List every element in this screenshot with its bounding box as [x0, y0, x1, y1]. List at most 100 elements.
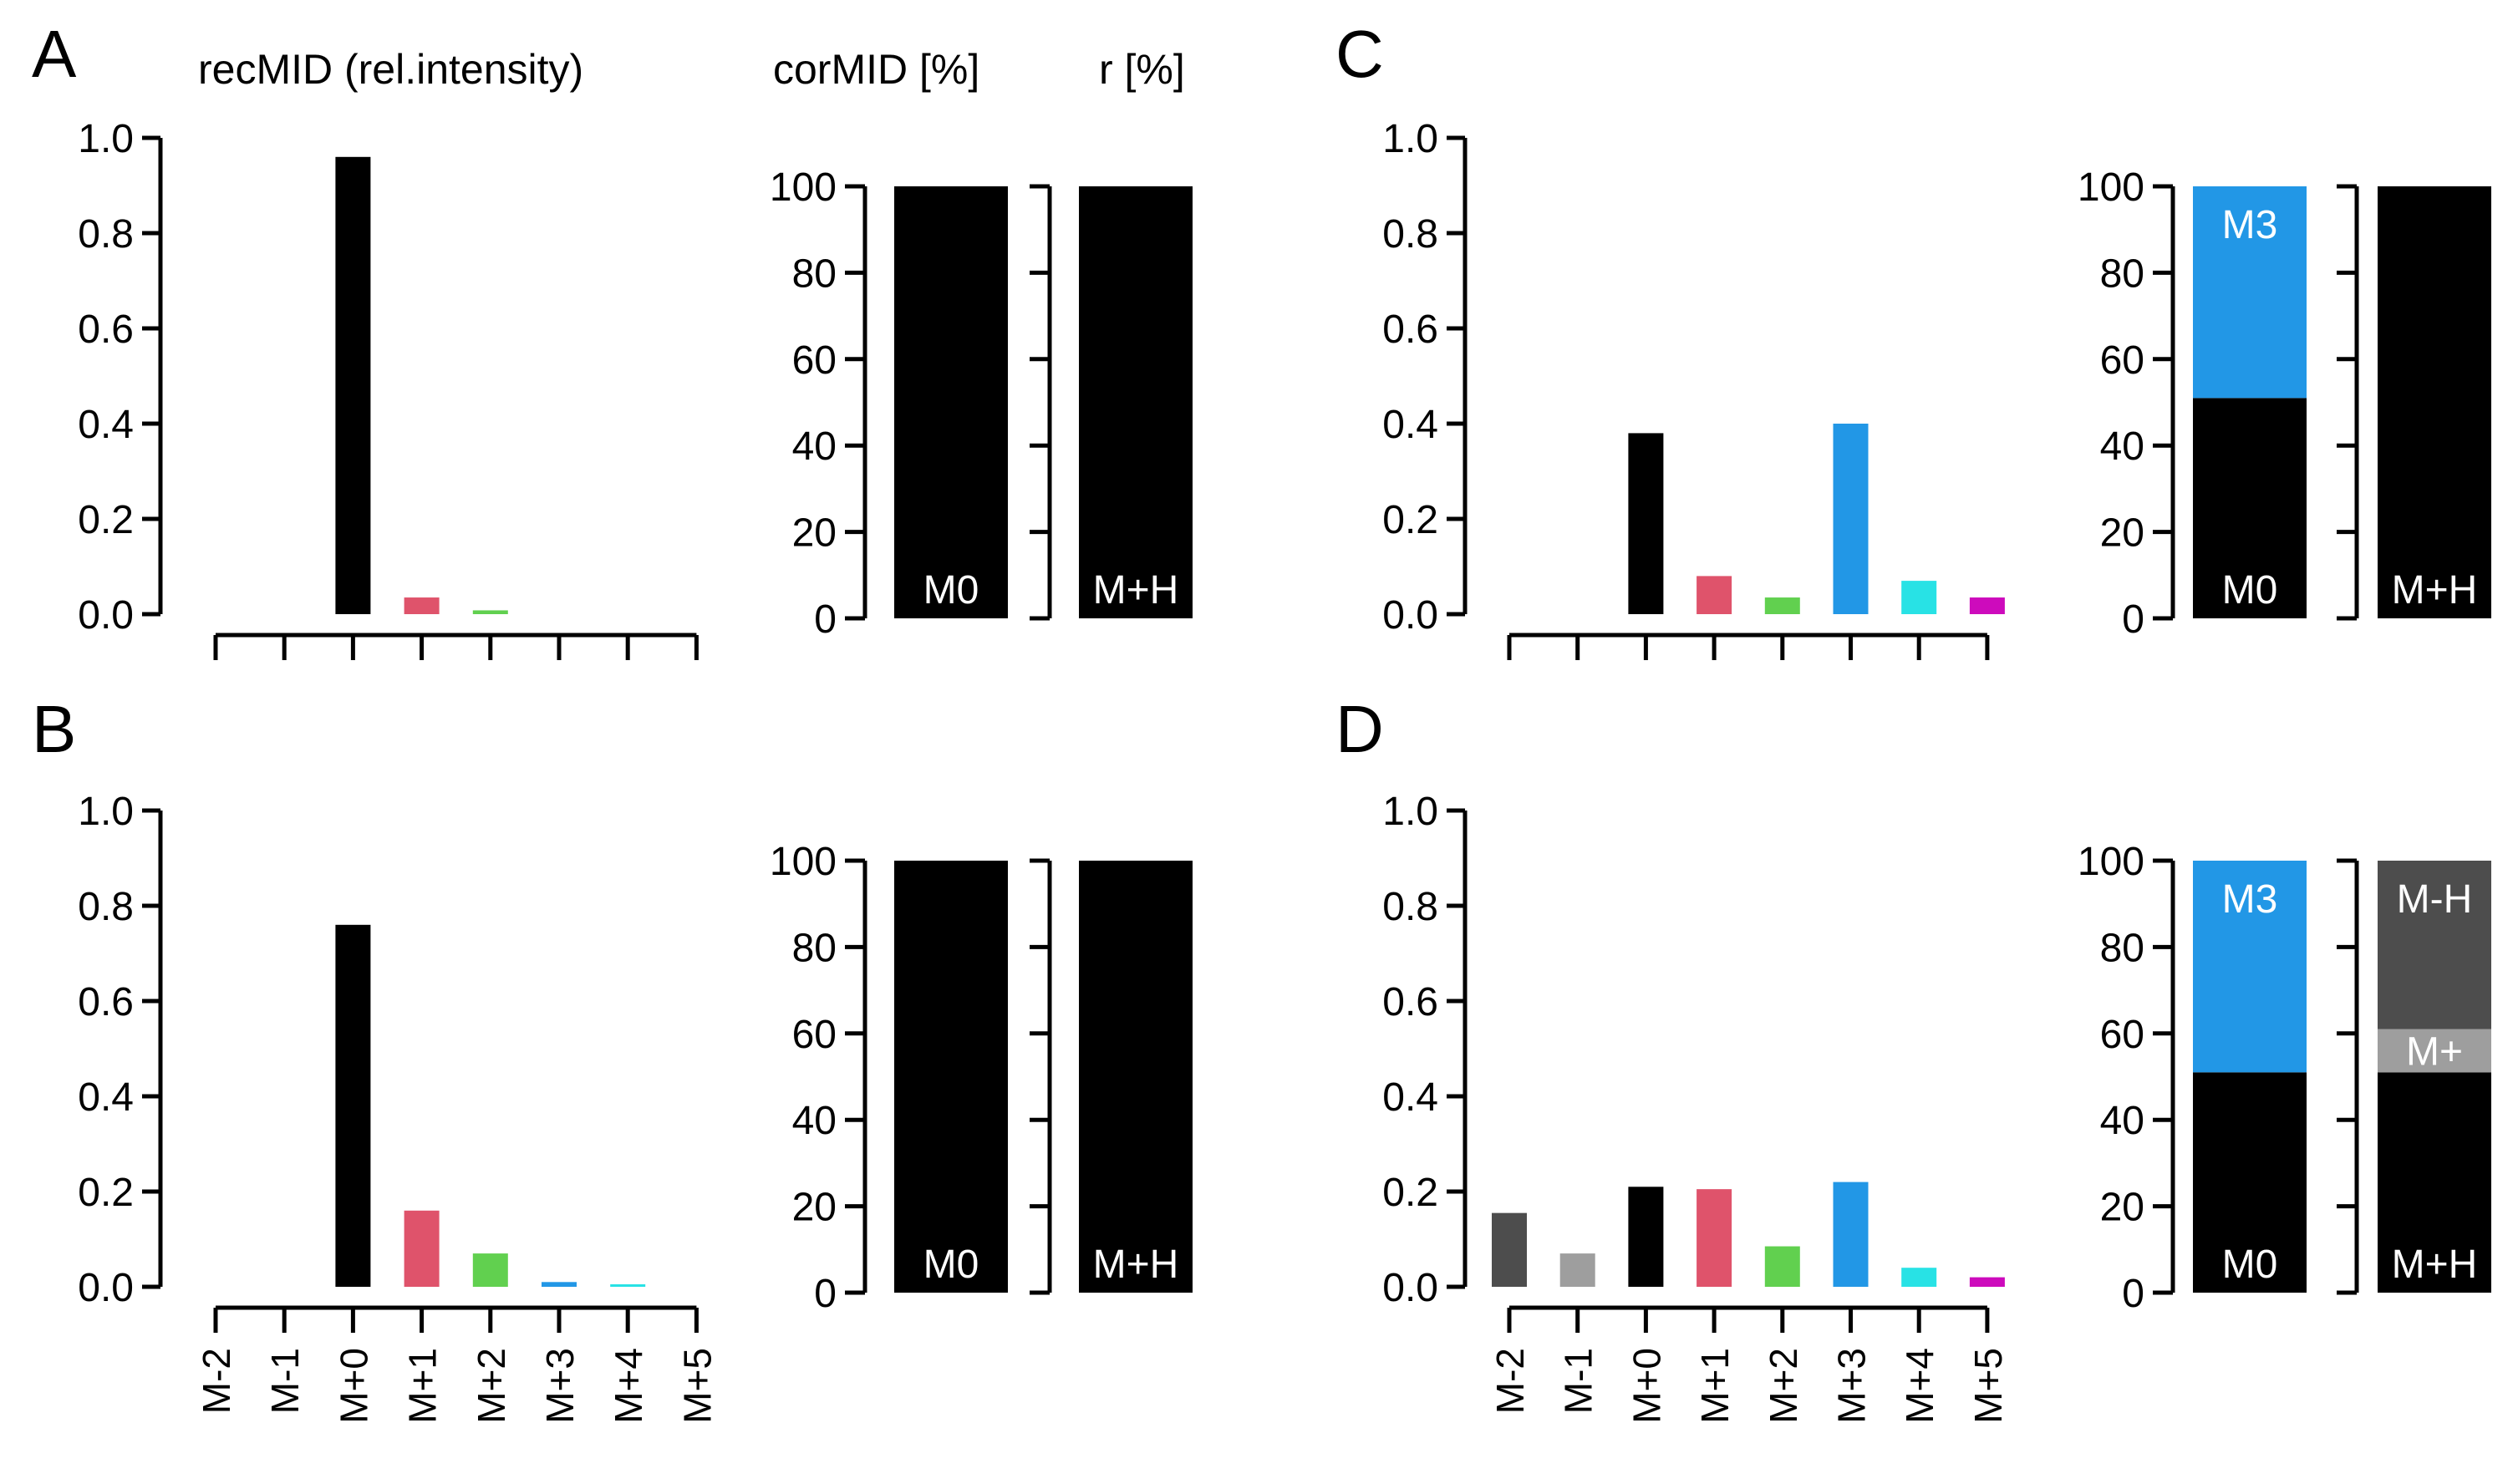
recmid-chart-a: 0.0 0.2 0.4 0.6 0.8 1.0	[78, 117, 699, 660]
y-tick-label: 0.4	[78, 403, 134, 447]
y-tick-label: 0.4	[78, 1075, 134, 1120]
bar-M+4	[1901, 581, 1937, 614]
segment-label: M0	[2222, 1243, 2278, 1287]
stacked-chart-c-cormid: 0 20 40 60 80 100 M0 M3	[2078, 165, 2307, 642]
segment-M3	[2193, 186, 2307, 399]
segment-label: M0	[923, 1243, 979, 1287]
bar-M+2	[1764, 597, 1800, 614]
segment-M0	[2193, 1072, 2307, 1293]
segment-label: M0	[923, 568, 979, 612]
y-tick-label: 0.2	[1382, 498, 1438, 542]
y-tick-label: 20	[792, 1186, 837, 1230]
y-tick-label: 20	[792, 511, 837, 556]
y-tick-label: 0.2	[78, 498, 134, 542]
panel-label-a: A	[32, 17, 77, 91]
bar-M+0	[1628, 1187, 1664, 1287]
recmid-title: recMID (rel.intensity)	[198, 46, 583, 93]
segment-label: M+H	[1093, 1243, 1179, 1287]
segment-M+H	[1079, 861, 1193, 1293]
y-tick-label: 0.6	[1382, 307, 1438, 352]
y-tick-label: 60	[2100, 338, 2144, 383]
x-tick-label: M+1	[401, 1348, 445, 1424]
stacked-charts-layer: 0 20 40 60 80 100 M0 M+H 0 20 40 60 80 100 M0 M+H 0 20 40 6…	[770, 165, 2491, 1316]
y-tick-label: 40	[792, 424, 837, 469]
x-tick-label: M-1	[1557, 1348, 1600, 1414]
segment-M3	[2193, 861, 2307, 1073]
segment-M+	[2378, 1029, 2491, 1073]
x-tick-label: M+4	[607, 1348, 650, 1424]
y-tick-label: 1.0	[1382, 790, 1438, 834]
x-tick-label: M+5	[675, 1348, 719, 1424]
panel-label-c: C	[1335, 17, 1384, 91]
stacked-chart-a-cormid: 0 20 40 60 80 100 M0	[770, 165, 1008, 642]
y-tick-label: 0.0	[78, 593, 134, 638]
stacked-chart-b-cormid: 0 20 40 60 80 100 M0	[770, 840, 1008, 1316]
bar-M+3	[542, 1282, 577, 1287]
y-tick-label: 80	[792, 926, 837, 970]
y-tick-label: 100	[2078, 165, 2144, 210]
y-tick-label: 40	[2100, 1099, 2144, 1143]
bar-M+5	[1969, 597, 2005, 614]
y-tick-label: 0	[2122, 597, 2144, 642]
stacked-chart-d-r: M+H M+ M-H	[2337, 858, 2491, 1295]
bar-M+3	[1833, 1182, 1869, 1287]
bar-M+0	[335, 156, 371, 615]
y-tick-label: 0.6	[78, 980, 134, 1024]
y-tick-label: 0	[814, 1272, 837, 1316]
x-tick-label: M+0	[1625, 1348, 1668, 1424]
bar-M+1	[404, 597, 440, 614]
segment-label: M3	[2222, 203, 2278, 247]
segment-label: M+H	[1093, 568, 1179, 612]
cormid-title: corMID [%]	[773, 46, 979, 93]
stacked-chart-d-cormid: 0 20 40 60 80 100 M0 M3	[2078, 840, 2307, 1316]
bar-M+1	[404, 1210, 440, 1287]
segment-M0	[894, 186, 1008, 618]
bar-M+2	[1764, 1246, 1800, 1287]
y-tick-label: 1.0	[78, 117, 134, 161]
y-tick-label: 0.0	[1382, 1266, 1438, 1310]
y-tick-label: 0.0	[1382, 593, 1438, 638]
y-tick-label: 20	[2100, 1186, 2144, 1230]
y-tick-label: 1.0	[1382, 117, 1438, 161]
segment-M0	[2193, 398, 2307, 618]
bar-M+4	[1901, 1268, 1937, 1287]
bar-M+0	[1628, 433, 1664, 614]
recmid-chart-b: 0.0 0.2 0.4 0.6 0.8 1.0 M-2 M-1 M+0 M+1 M+2 M+3 M+4 M…	[78, 790, 719, 1424]
bar-M-1	[1559, 1253, 1595, 1287]
bar-M+3	[1833, 424, 1869, 614]
panel-label-d: D	[1335, 692, 1384, 766]
x-tick-label: M+2	[470, 1348, 513, 1424]
y-tick-label: 0.8	[1382, 212, 1438, 257]
bar-M+1	[1697, 576, 1732, 614]
y-tick-label: 0.8	[78, 885, 134, 929]
segment-label: M+H	[2392, 1243, 2478, 1287]
segment-M+H	[1079, 186, 1193, 618]
x-tick-label: M+5	[1966, 1348, 2010, 1424]
x-tick-label: M+3	[538, 1348, 582, 1424]
bar-charts-layer: 0.0 0.2 0.4 0.6 0.8 1.0 0.0 0.2 0.4 0.6 0.8 1.0 M-2 M…	[78, 117, 2010, 1424]
stacked-chart-c-r: M+H	[2337, 184, 2491, 621]
y-tick-label: 0	[814, 597, 837, 642]
x-tick-label: M-1	[263, 1348, 307, 1414]
stacked-chart-b-r: M+H	[1030, 858, 1193, 1295]
x-tick-label: M+1	[1693, 1348, 1737, 1424]
x-tick-label: M+4	[1898, 1348, 1941, 1424]
y-tick-label: 80	[2100, 252, 2144, 296]
y-tick-label: 100	[2078, 840, 2144, 884]
x-tick-label: M-2	[1488, 1348, 1532, 1414]
y-tick-label: 60	[2100, 1013, 2144, 1057]
bar-M+2	[472, 610, 508, 614]
segment-label: M-H	[2397, 877, 2473, 922]
segment-label: M+H	[2392, 568, 2478, 612]
x-tick-label: M+2	[1762, 1348, 1805, 1424]
y-tick-label: 0.2	[78, 1171, 134, 1215]
x-tick-label: M+3	[1830, 1348, 1874, 1424]
segment-M+H	[2378, 186, 2491, 618]
y-tick-label: 0.8	[78, 212, 134, 257]
y-tick-label: 0.4	[1382, 403, 1438, 447]
bar-M+5	[1969, 1277, 2005, 1287]
segment-label: M3	[2222, 877, 2278, 922]
y-tick-label: 0	[2122, 1272, 2144, 1316]
bar-M+4	[610, 1284, 646, 1287]
